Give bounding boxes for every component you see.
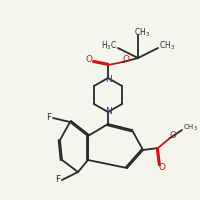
Text: CH$_3$: CH$_3$	[159, 40, 175, 52]
Text: O: O	[122, 55, 130, 64]
Text: N: N	[105, 106, 111, 116]
Text: CH$_3$: CH$_3$	[134, 27, 150, 39]
Text: O: O	[158, 164, 166, 172]
Text: CH$_3$: CH$_3$	[183, 123, 197, 133]
Text: F: F	[55, 176, 61, 184]
Text: N: N	[105, 74, 111, 84]
Text: O: O	[170, 132, 177, 140]
Text: O: O	[86, 55, 92, 64]
Text: H$_3$C: H$_3$C	[101, 40, 117, 52]
Text: F: F	[46, 114, 52, 122]
